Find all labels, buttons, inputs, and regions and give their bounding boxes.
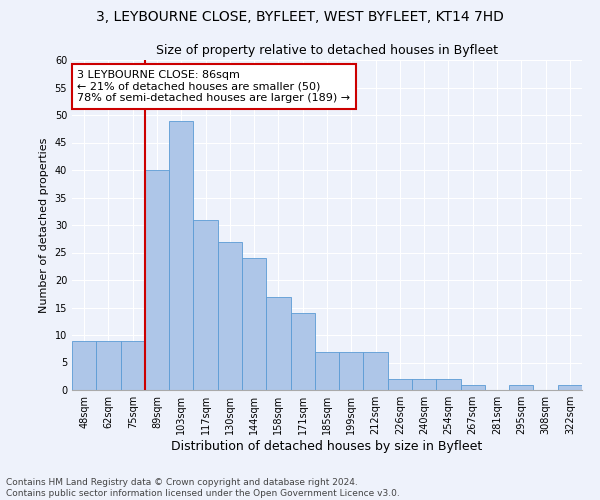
Bar — [121, 340, 145, 390]
Bar — [72, 340, 96, 390]
Y-axis label: Number of detached properties: Number of detached properties — [39, 138, 49, 312]
Bar — [242, 258, 266, 390]
Bar — [193, 220, 218, 390]
Bar — [315, 352, 339, 390]
Bar — [96, 340, 121, 390]
Bar — [461, 384, 485, 390]
Bar — [558, 384, 582, 390]
Bar — [218, 242, 242, 390]
Text: 3, LEYBOURNE CLOSE, BYFLEET, WEST BYFLEET, KT14 7HD: 3, LEYBOURNE CLOSE, BYFLEET, WEST BYFLEE… — [96, 10, 504, 24]
Text: Contains HM Land Registry data © Crown copyright and database right 2024.
Contai: Contains HM Land Registry data © Crown c… — [6, 478, 400, 498]
Bar — [339, 352, 364, 390]
Bar — [509, 384, 533, 390]
Bar — [436, 379, 461, 390]
Text: 3 LEYBOURNE CLOSE: 86sqm
← 21% of detached houses are smaller (50)
78% of semi-d: 3 LEYBOURNE CLOSE: 86sqm ← 21% of detach… — [77, 70, 350, 103]
Bar — [412, 379, 436, 390]
Bar — [388, 379, 412, 390]
X-axis label: Distribution of detached houses by size in Byfleet: Distribution of detached houses by size … — [172, 440, 482, 453]
Bar — [290, 313, 315, 390]
Bar — [145, 170, 169, 390]
Title: Size of property relative to detached houses in Byfleet: Size of property relative to detached ho… — [156, 44, 498, 58]
Bar — [364, 352, 388, 390]
Bar — [266, 296, 290, 390]
Bar — [169, 120, 193, 390]
